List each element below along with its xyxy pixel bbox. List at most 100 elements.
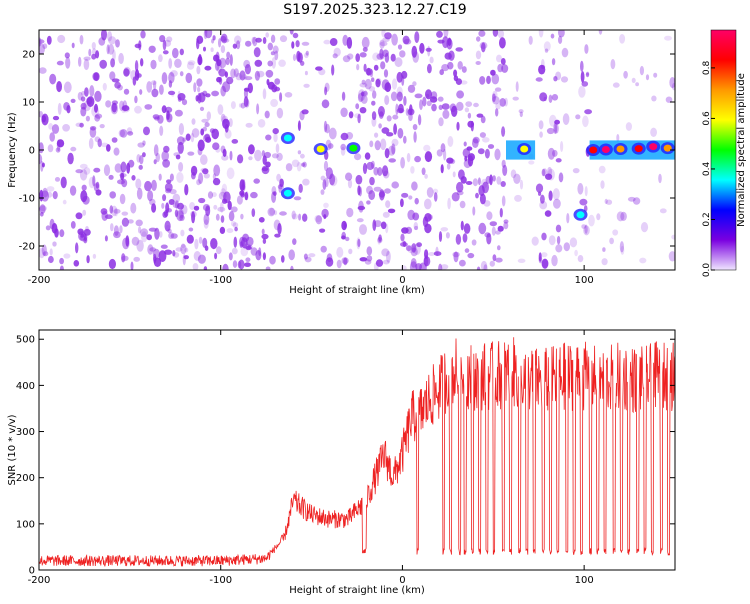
noise-blob [233,68,239,78]
noise-blob [560,141,564,152]
noise-blob [323,39,331,45]
noise-blob [492,90,498,99]
noise-blob [323,202,329,208]
noise-blob [440,164,444,174]
noise-blob [144,104,153,110]
noise-blob [413,222,418,230]
noise-blob [119,100,125,112]
noise-blob [439,69,445,76]
noise-blob [215,147,221,153]
noise-blob [226,51,231,59]
noise-blob [275,143,280,154]
noise-blob [503,221,509,230]
noise-blob [501,64,509,73]
y-tick-label: 0 [29,566,35,577]
noise-blob [62,124,70,132]
noise-blob [390,53,396,62]
noise-blob [250,191,258,199]
noise-blob [292,53,297,62]
noise-blob [92,72,99,81]
noise-blob [478,222,487,235]
noise-blob [440,264,449,270]
noise-blob [153,80,157,91]
noise-blob [369,140,374,148]
noise-blob [368,86,376,92]
noise-blob [639,65,645,76]
noise-blob [243,88,249,99]
noise-blob [285,163,293,172]
noise-blob [372,219,377,231]
noise-blob [392,114,399,120]
noise-blob [555,158,562,163]
noise-blob [138,40,142,51]
noise-blob [197,55,203,66]
noise-blob [548,235,556,246]
noise-blob [202,126,207,132]
noise-blob [342,55,351,63]
noise-blob [211,128,219,140]
noise-blob [424,213,432,222]
noise-blob [359,257,368,262]
noise-blob [39,212,44,217]
noise-blob [233,236,238,248]
noise-blob [293,196,302,201]
noise-blob [479,76,486,85]
noise-blob [230,206,238,213]
noise-blob [495,108,499,117]
noise-blob [612,82,620,88]
noise-blob [555,244,563,253]
noise-blob [396,86,403,98]
noise-blob [39,111,43,118]
noise-blob [39,205,47,211]
noise-blob [194,238,199,250]
colorbar-tick-label: 0.6 [702,111,712,126]
noise-blob [261,165,270,175]
colorbar-tick-label: 0.8 [702,60,712,75]
noise-blob [52,191,58,200]
noise-blob [381,127,390,134]
noise-blob [150,59,157,70]
noise-blob [148,45,156,53]
noise-blob [489,260,495,267]
noise-blob [598,165,606,174]
noise-blob [645,74,650,81]
noise-blob [52,241,57,247]
noise-blob [341,231,347,240]
noise-blob [80,106,87,117]
noise-blob [271,57,276,69]
noise-blob [217,104,224,115]
noise-blob [211,192,217,198]
noise-blob [373,186,382,192]
noise-blob [423,144,431,152]
noise-blob [411,45,418,58]
noise-blob [273,132,278,143]
noise-blob [490,69,496,76]
noise-blob [226,167,235,180]
noise-blob [373,166,379,176]
noise-blob [460,176,467,184]
noise-blob [239,70,246,81]
noise-blob [364,78,372,90]
noise-blob [130,202,137,214]
noise-blob [114,81,121,89]
noise-blob [650,127,657,137]
noise-blob [549,114,557,127]
noise-blob [408,195,413,200]
noise-blob [138,164,143,170]
noise-blob [538,252,542,262]
noise-blob [45,225,51,231]
noise-blob [496,54,502,63]
noise-blob [187,151,195,156]
noise-blob [216,59,222,67]
noise-blob [451,192,460,202]
x-tick-label: -200 [28,575,51,586]
noise-blob [262,88,267,100]
snr-series-line [39,337,675,567]
noise-blob [197,139,205,152]
noise-blob [561,47,569,58]
noise-blob [158,173,162,181]
noise-blob [183,255,189,260]
noise-blob [255,37,262,43]
noise-blob [489,221,497,227]
noise-blob [343,257,348,266]
